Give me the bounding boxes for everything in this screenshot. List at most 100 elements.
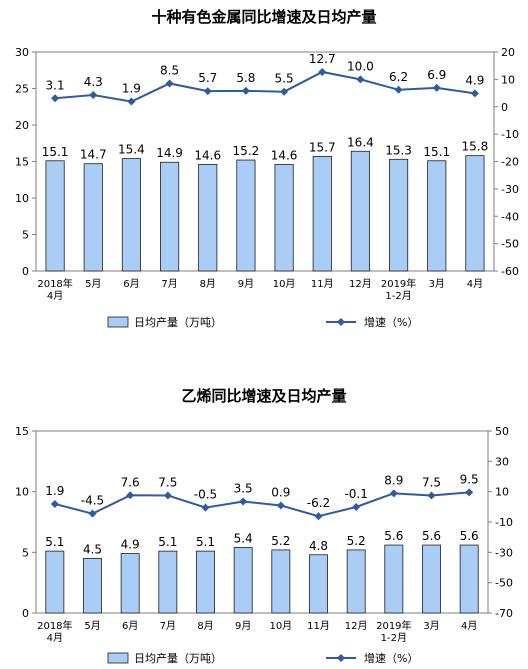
bar-data-label: 5.1 [45, 535, 64, 549]
line-data-label: 5.5 [275, 72, 294, 86]
bar-data-label: 15.2 [233, 144, 260, 158]
left-axis-tick-label: 0 [22, 265, 29, 278]
legend-label: 日均产量（万吨） [134, 651, 222, 665]
line-data-label: 0.9 [271, 485, 290, 499]
right-axis-tick-label: -50 [501, 238, 519, 251]
bar-data-label: 16.4 [347, 135, 374, 149]
category-label: 2019年 1-2月 [376, 619, 411, 644]
legend-bar-swatch [107, 652, 129, 664]
bar [45, 160, 65, 272]
category-label: 9月 [235, 620, 251, 632]
bar-data-label: 15.1 [42, 145, 69, 159]
line-point [51, 94, 60, 103]
line-data-label: 7.5 [422, 475, 441, 489]
line-data-label: 7.6 [121, 475, 140, 489]
category-label: 9月 [238, 278, 254, 290]
line-point [318, 67, 327, 76]
category-label: 8月 [197, 620, 213, 632]
line-point [50, 499, 59, 508]
line-point [165, 79, 174, 88]
right-axis-tick-label: -50 [495, 577, 513, 590]
bar [196, 550, 215, 614]
line-point [201, 503, 210, 512]
category-label: 12月 [349, 278, 372, 290]
right-axis-tick-label: -20 [501, 156, 519, 169]
line-data-label: -4.5 [81, 494, 104, 508]
line-point [389, 489, 398, 498]
bar [83, 163, 103, 272]
line-data-label: 8.5 [160, 63, 179, 77]
bar [236, 159, 256, 272]
category-label: 3月 [429, 278, 445, 290]
bar-data-label: 15.4 [118, 143, 145, 157]
line-point [241, 86, 250, 95]
bar [271, 549, 291, 614]
left-axis-tick-label: 25 [15, 83, 29, 96]
line-point [352, 502, 361, 511]
bar-data-label: 5.6 [460, 529, 479, 543]
line-point [280, 87, 289, 96]
right-axis-tick-label: -10 [501, 128, 519, 141]
bar [389, 158, 409, 272]
chart-title: 乙烯同比增速及日均产量 [181, 387, 347, 405]
category-label: 2018年 4月 [37, 277, 72, 302]
category-label: 2019年 1-2月 [381, 277, 416, 302]
series-line [54, 70, 476, 103]
left-axis-tick-label: 10 [15, 192, 29, 205]
line-data-label: 8.9 [384, 473, 403, 487]
left-axis-tick-label: 20 [15, 119, 29, 132]
line-data-label: 6.2 [389, 70, 408, 84]
right-axis-tick-label: 50 [495, 425, 509, 438]
bar-data-label: 4.9 [121, 538, 140, 552]
bar [274, 164, 294, 272]
bar [465, 155, 485, 272]
category-label: 11月 [311, 278, 334, 290]
right-axis-tick-label: 10 [501, 73, 515, 86]
bar-data-label: 15.1 [423, 145, 450, 159]
bar-data-label: 5.1 [196, 535, 215, 549]
line-data-label: -0.5 [194, 488, 217, 502]
bar-data-label: 15.7 [309, 140, 336, 154]
bar-data-label: 15.8 [462, 140, 489, 154]
bar [160, 161, 180, 272]
bar-data-label: 4.8 [309, 539, 328, 553]
right-axis-tick-label: -30 [501, 183, 519, 196]
category-label: 3月 [423, 620, 439, 632]
right-axis-tick-label: 30 [495, 455, 509, 468]
line-point [88, 509, 97, 518]
bar [312, 155, 332, 272]
left-axis-tick-label: 0 [22, 607, 29, 620]
line-point [203, 87, 212, 96]
line-data-label: 9.5 [460, 472, 479, 486]
category-label: 12月 [345, 620, 368, 632]
category-label: 10月 [269, 620, 292, 632]
line-point [89, 90, 98, 99]
line-data-label: 10.0 [347, 59, 374, 73]
right-axis-tick-label: -30 [495, 546, 513, 559]
line-data-label: -0.1 [344, 487, 367, 501]
line-point [432, 83, 441, 92]
bar [309, 554, 328, 614]
bar-data-label: 5.2 [271, 534, 290, 548]
category-label: 4月 [467, 278, 483, 290]
category-label: 11月 [307, 620, 330, 632]
chart-title: 十种有色金属同比增速及日均产量 [151, 8, 377, 26]
left-axis-tick-label: 5 [22, 546, 29, 559]
legend-label: 增速（%） [364, 651, 418, 665]
right-axis-tick-label: -10 [495, 516, 513, 529]
line-point [427, 491, 436, 500]
bar [83, 557, 102, 614]
bar [422, 544, 441, 614]
right-axis-tick-label: -70 [495, 607, 513, 620]
chart-svg: 0 5 10 15 -70 -50 -30 -10 10 30 50 5.1 4.5 4.9 5.1 5.1 5… [15, 425, 513, 665]
category-label: 7月 [160, 620, 176, 632]
bar [45, 550, 65, 614]
line-data-label: 3.5 [234, 482, 253, 496]
line-data-label: -6.2 [307, 496, 330, 510]
right-axis-tick-label: 20 [501, 46, 515, 59]
bar [233, 547, 253, 614]
bar-data-label: 5.6 [422, 529, 441, 543]
right-axis-tick-label: -40 [501, 210, 519, 223]
line-data-label: 1.9 [122, 82, 141, 96]
bar [384, 544, 404, 614]
